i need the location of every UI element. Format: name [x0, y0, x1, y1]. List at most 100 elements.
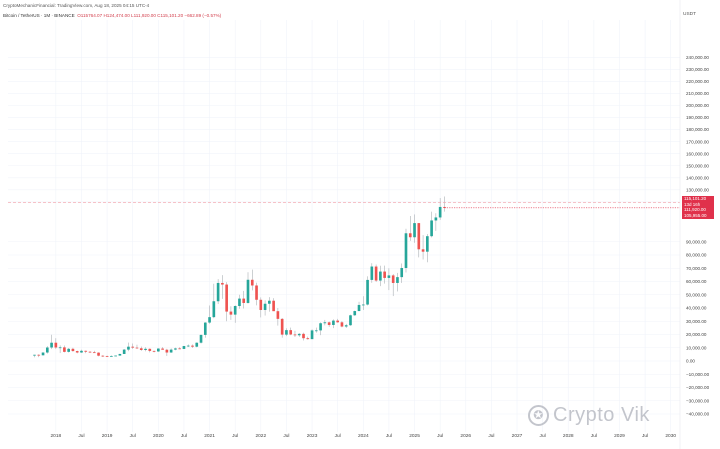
candle-body	[67, 348, 70, 352]
candle-body	[434, 217, 438, 221]
watermark: ✪ Crypto Vik	[528, 404, 650, 427]
symbol-name[interactable]: Bitcoin / TetherUS · 1M · BINANCE	[3, 13, 75, 18]
x-tick-label: Jul	[130, 433, 136, 439]
candle-body	[263, 303, 267, 310]
y-axis-labels: 240,000.00 230,000.00 220,000.00 210,000.00…	[686, 55, 710, 417]
ohlc-values: O115764.07 H124,474.00 L111,920.00 C115,…	[77, 13, 222, 18]
current-price-label: 115,101.20 13d 16h 111,920.00 105,955.00	[682, 196, 714, 219]
price-lines	[8, 0, 681, 449]
candle-body	[63, 347, 66, 352]
candle-body	[276, 311, 280, 319]
publish-info: CryptoMechanicFinancial: TradingView.com…	[3, 3, 150, 8]
candle-body	[233, 306, 237, 315]
y-tick-label: 180,000.00	[686, 127, 709, 132]
candle-body	[157, 348, 160, 352]
price-line-3: 111,920.00	[684, 207, 706, 212]
candle-body	[272, 300, 275, 312]
candle-body	[297, 333, 301, 336]
y-tick-label: 140,000.00	[686, 175, 709, 180]
x-tick-label: 2018	[51, 433, 62, 439]
candle-body	[97, 352, 100, 356]
candle-body	[45, 347, 49, 353]
candle-body	[152, 350, 156, 352]
candle-body	[139, 348, 143, 351]
chart-grid	[8, 20, 680, 432]
candle-body	[37, 354, 41, 356]
x-tick-label: Jul	[488, 433, 494, 439]
candles	[33, 196, 446, 358]
candle-body	[165, 349, 169, 353]
candle-body	[221, 282, 224, 285]
candle-body	[92, 352, 96, 354]
y-tick-label: 10,000.00	[686, 345, 707, 350]
candle-body	[105, 356, 109, 357]
candle-body	[344, 325, 348, 327]
x-tick-label: Jul	[540, 433, 546, 439]
candle-body	[131, 346, 135, 348]
x-tick-label: 2025	[409, 433, 420, 439]
candle-body	[314, 330, 318, 332]
watermark-text: Crypto Vik	[553, 404, 650, 426]
candle-body	[33, 354, 36, 356]
x-tick-label: Jul	[283, 433, 289, 439]
candle-body	[58, 347, 62, 349]
y-tick-label: 40,000.00	[686, 306, 707, 311]
candle-body	[225, 284, 228, 312]
x-tick-label: 2029	[614, 433, 625, 439]
candle-body	[366, 279, 369, 305]
candle-body	[195, 342, 199, 347]
candle-body	[400, 267, 404, 278]
candle-body	[336, 320, 339, 323]
x-tick-label: Jul	[181, 433, 187, 439]
candle-body	[306, 338, 310, 340]
y-tick-label: 210,000.00	[686, 91, 709, 96]
candle-body	[383, 271, 386, 278]
candle-body	[361, 304, 365, 306]
candle-body	[212, 301, 216, 318]
candle-body	[404, 233, 408, 268]
candle-body	[268, 300, 271, 304]
candle-body	[255, 285, 258, 300]
candle-body	[182, 346, 186, 349]
candle-body	[71, 348, 75, 352]
y-tick-label: −20,000.00	[686, 385, 710, 390]
candle-body	[199, 334, 203, 343]
price-line-4: 105,955.00	[684, 212, 707, 218]
currency-label[interactable]: USDT	[683, 12, 697, 17]
x-tick-label: Jul	[591, 433, 597, 439]
candle-body	[289, 330, 293, 335]
symbol-legend: Bitcoin / TetherUS · 1M · BINANCE O11576…	[3, 13, 221, 18]
countdown: 13d 16h	[684, 201, 701, 207]
candle-body	[310, 330, 314, 340]
candle-body	[88, 351, 92, 353]
candle-body	[353, 311, 357, 316]
candle-body	[216, 282, 220, 302]
candle-body	[169, 349, 173, 353]
candle-body	[323, 322, 327, 324]
candle-body	[413, 223, 416, 238]
x-tick-label: 2023	[307, 433, 318, 439]
candle-body	[250, 279, 254, 286]
y-tick-label: 20,000.00	[686, 332, 707, 337]
y-tick-label: 240,000.00	[686, 55, 709, 60]
x-tick-label: Jul	[386, 433, 392, 439]
y-tick-label: 200,000.00	[686, 103, 709, 108]
candle-body	[327, 322, 331, 325]
y-tick-label: −40,000.00	[686, 412, 710, 417]
candle-body	[259, 299, 263, 310]
candle-body	[246, 279, 250, 303]
candle-body	[357, 304, 361, 312]
candle-body	[285, 330, 288, 335]
candle-body	[387, 275, 391, 278]
x-tick-label: Jul	[437, 433, 443, 439]
y-tick-label: 90,000.00	[686, 239, 707, 244]
candle-body	[370, 266, 374, 280]
candle-body	[332, 320, 335, 325]
candle-body	[80, 350, 83, 353]
current-price: 115,101.20	[684, 196, 707, 201]
candle-body	[391, 275, 395, 283]
candle-body	[208, 317, 211, 323]
watermark-logo-icon: ✪	[528, 405, 549, 427]
candle-body	[319, 323, 322, 331]
